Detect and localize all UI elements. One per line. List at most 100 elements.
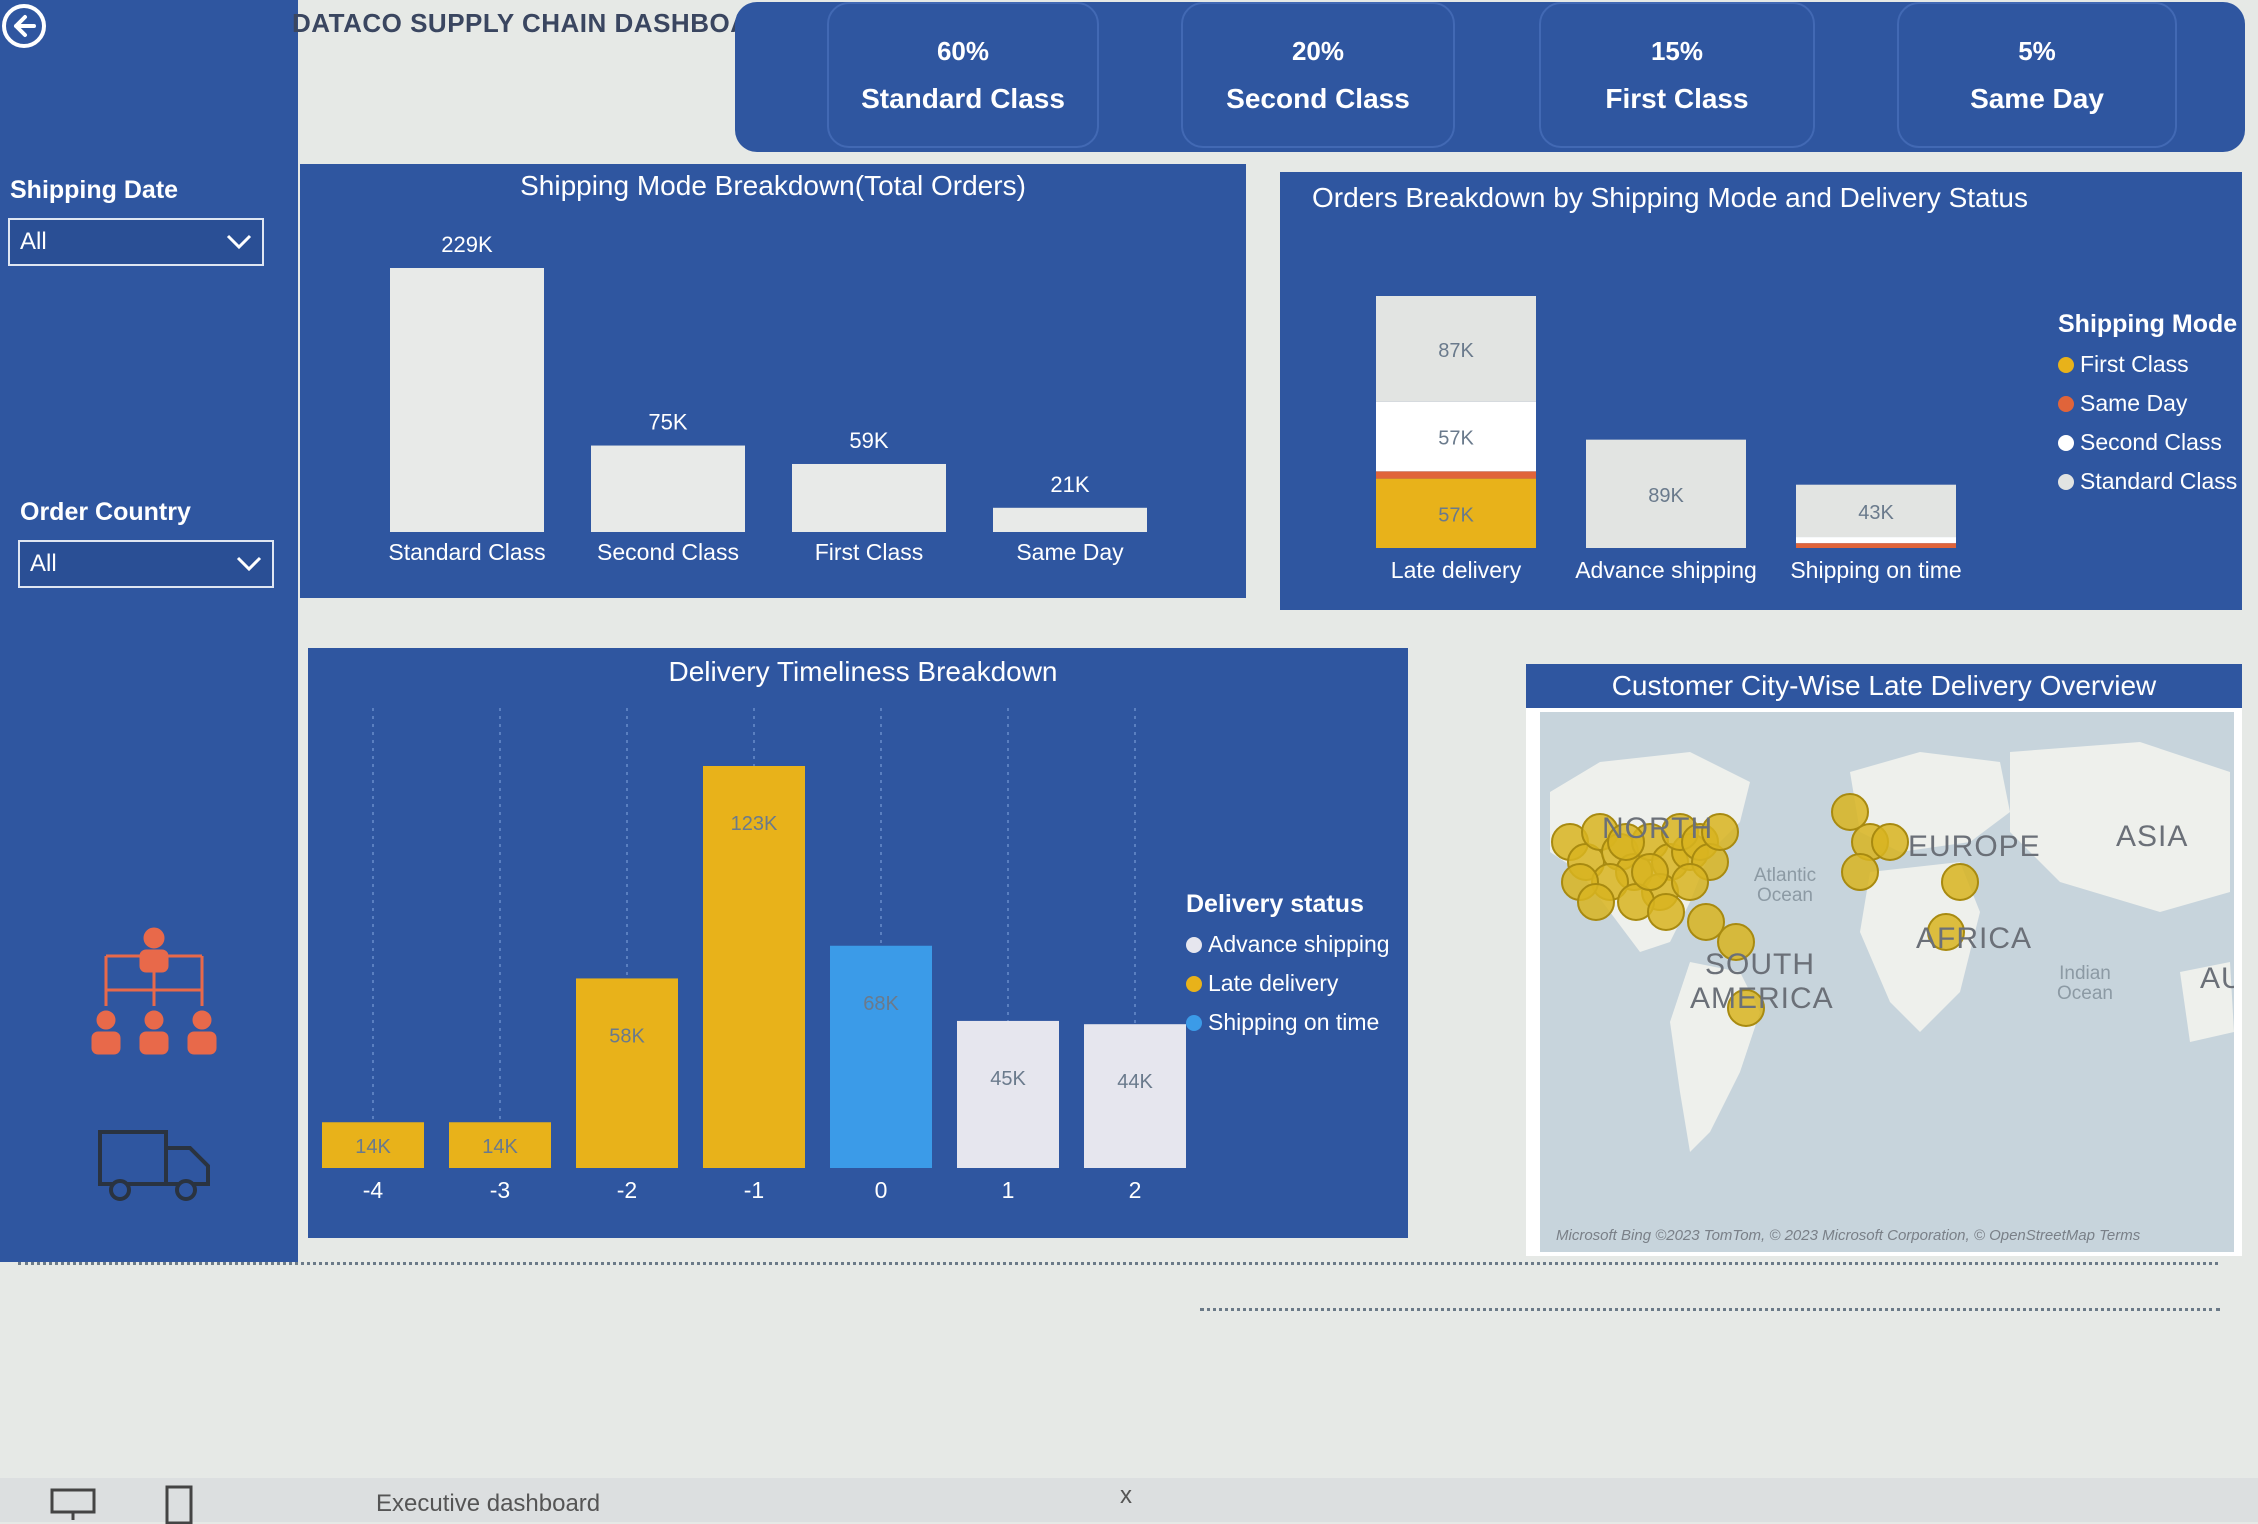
legend-title: Shipping Mode bbox=[2058, 310, 2238, 338]
bar[interactable] bbox=[1084, 1024, 1186, 1168]
stacked-bar-segment[interactable] bbox=[1376, 296, 1536, 402]
legend-dot bbox=[2058, 473, 2074, 490]
bar[interactable] bbox=[703, 766, 805, 1168]
kpi-card-same-day[interactable]: 5% Same Day bbox=[1897, 2, 2177, 148]
org-hierarchy-icon bbox=[91, 927, 217, 1055]
bar[interactable] bbox=[957, 1020, 1059, 1168]
chevron-down-icon bbox=[236, 556, 262, 572]
kpi-label: Same Day bbox=[1970, 82, 2104, 114]
legend-label: Advance shipping bbox=[1208, 931, 1390, 957]
late-delivery-bubble[interactable] bbox=[1941, 863, 1979, 901]
map-label-atlantic: Atlantic Ocean bbox=[1753, 865, 1817, 906]
data-label: 14K bbox=[482, 1136, 518, 1158]
mobile-view-icon[interactable] bbox=[164, 1484, 194, 1524]
tab-executive-dashboard[interactable]: Executive dashboard bbox=[376, 1490, 601, 1517]
data-label: 44K bbox=[1117, 1071, 1153, 1093]
map-attribution[interactable]: Microsoft Bing ©2023 TomTom, © 2023 Micr… bbox=[1556, 1227, 2141, 1244]
data-label: 45K bbox=[990, 1068, 1026, 1090]
map-label-europe: EUROPE bbox=[1908, 830, 2041, 863]
late-delivery-bubble[interactable] bbox=[1717, 923, 1755, 961]
shipping-mode-legend: Shipping Mode First Class Same Day Second … bbox=[2058, 310, 2237, 495]
bar[interactable] bbox=[322, 1122, 424, 1168]
late-delivery-bubble[interactable] bbox=[1841, 853, 1879, 891]
shipping-date-value: All bbox=[20, 228, 47, 255]
map-label-au: AU bbox=[2200, 962, 2234, 995]
delivery-status-chart-title: Orders Breakdown by Shipping Mode and De… bbox=[1312, 182, 2028, 213]
late-delivery-bubble[interactable] bbox=[1701, 813, 1739, 851]
kpi-card-standard-class[interactable]: 60% Standard Class bbox=[827, 2, 1099, 148]
legend-label: Same Day bbox=[2080, 390, 2188, 416]
timeliness-chart-panel: Delivery Timeliness Breakdown 14K -4 14K -3… bbox=[308, 648, 1408, 1238]
late-delivery-bubble[interactable] bbox=[1871, 823, 1909, 861]
order-country-label: Order Country bbox=[20, 498, 191, 526]
stacked-bar-segment[interactable] bbox=[1376, 478, 1536, 548]
kpi-label: First Class bbox=[1605, 82, 1749, 114]
category-label: 0 bbox=[875, 1177, 888, 1203]
data-label: 89K bbox=[1648, 485, 1684, 507]
category-label: -3 bbox=[490, 1177, 510, 1203]
kpi-card-first-class[interactable]: 15% First Class bbox=[1539, 2, 1815, 148]
close-tab-icon[interactable]: x bbox=[1120, 1482, 1132, 1509]
world-map[interactable]: NORTH EUROPE ASIA AFRICA SOUTH AMERICA A… bbox=[1540, 712, 2234, 1252]
late-delivery-bubble[interactable] bbox=[1671, 863, 1709, 901]
late-delivery-bubble[interactable] bbox=[1927, 913, 1965, 951]
bar[interactable] bbox=[830, 945, 932, 1168]
bar[interactable] bbox=[591, 445, 745, 532]
shipping-date-dropdown[interactable]: All bbox=[8, 218, 264, 266]
bar[interactable] bbox=[576, 978, 678, 1168]
timeliness-chart-title: Delivery Timeliness Breakdown bbox=[668, 656, 1058, 687]
map-label-south-america: SOUTH AMERICA bbox=[1690, 948, 1834, 1015]
stacked-bar-segment[interactable] bbox=[1796, 537, 1956, 544]
data-label: 43K bbox=[1858, 502, 1894, 524]
bar[interactable] bbox=[792, 463, 946, 532]
delivery-status-stacked-chart: 57K 57K 87K Late delivery 89K Advance shippin… bbox=[1376, 296, 1962, 583]
bar[interactable] bbox=[993, 507, 1147, 532]
stacked-bar-segment[interactable] bbox=[1376, 401, 1536, 472]
late-delivery-bubble[interactable] bbox=[1727, 989, 1765, 1027]
data-label: 68K bbox=[863, 993, 899, 1015]
divider-line bbox=[18, 1262, 2218, 1265]
data-label: 21K bbox=[1050, 472, 1089, 497]
late-delivery-bubble[interactable] bbox=[1577, 883, 1615, 921]
order-country-value: All bbox=[30, 550, 57, 577]
legend-item[interactable]: First Class bbox=[2058, 351, 2237, 378]
legend-item[interactable]: Standard Class bbox=[2058, 468, 2237, 495]
legend-item[interactable]: Late delivery bbox=[1186, 970, 1390, 997]
kpi-label: Standard Class bbox=[861, 82, 1065, 114]
dashboard-title: DATACO SUPPLY CHAIN DASHBOARD bbox=[292, 8, 789, 38]
legend-item[interactable]: Second Class bbox=[2058, 429, 2237, 456]
late-delivery-bubble[interactable] bbox=[1647, 893, 1685, 931]
map-label-asia: ASIA bbox=[2116, 820, 2189, 853]
kpi-percent: 60% bbox=[936, 35, 990, 66]
bar[interactable] bbox=[390, 268, 544, 532]
map-label-africa: AFRICA bbox=[1916, 922, 2033, 955]
data-label: 229K bbox=[441, 232, 493, 257]
legend-item[interactable]: Same Day bbox=[2058, 390, 2237, 417]
late-delivery-bubble[interactable] bbox=[1631, 853, 1669, 891]
category-label: First Class bbox=[815, 539, 924, 565]
stacked-bar-segment[interactable] bbox=[1376, 471, 1536, 479]
category-label: Same Day bbox=[1016, 539, 1124, 565]
data-label: 14K bbox=[355, 1136, 391, 1158]
legend-item[interactable]: Advance shipping bbox=[1186, 931, 1390, 958]
arrow-left-circle-icon bbox=[14, 15, 36, 37]
stacked-bar-segment[interactable] bbox=[1796, 484, 1956, 538]
category-label: Shipping on time bbox=[1790, 557, 1961, 583]
divider-line bbox=[1200, 1308, 2220, 1311]
legend-item[interactable]: Shipping on time bbox=[1186, 1009, 1390, 1036]
back-button[interactable] bbox=[2, 4, 46, 48]
stacked-bar-segment[interactable] bbox=[1586, 439, 1746, 548]
stacked-bar-segment[interactable] bbox=[1796, 543, 1956, 548]
desktop-view-icon[interactable] bbox=[50, 1488, 96, 1522]
late-delivery-bubble[interactable] bbox=[1831, 793, 1869, 831]
late-delivery-bubble[interactable] bbox=[1687, 903, 1725, 941]
bar[interactable] bbox=[449, 1122, 551, 1168]
late-delivery-bubble[interactable] bbox=[1607, 823, 1645, 861]
shipping-mode-chart-title: Shipping Mode Breakdown(Total Orders) bbox=[520, 170, 1026, 201]
order-country-dropdown[interactable]: All bbox=[18, 540, 274, 588]
map-label-north: NORTH bbox=[1602, 812, 1714, 845]
delivery-status-chart-panel: Orders Breakdown by Shipping Mode and De… bbox=[1280, 172, 2242, 610]
category-label: -1 bbox=[744, 1177, 764, 1203]
kpi-card-second-class[interactable]: 20% Second Class bbox=[1181, 2, 1455, 148]
kpi-strip: 60% Standard Class 20% Second Class 15% … bbox=[735, 2, 2245, 152]
